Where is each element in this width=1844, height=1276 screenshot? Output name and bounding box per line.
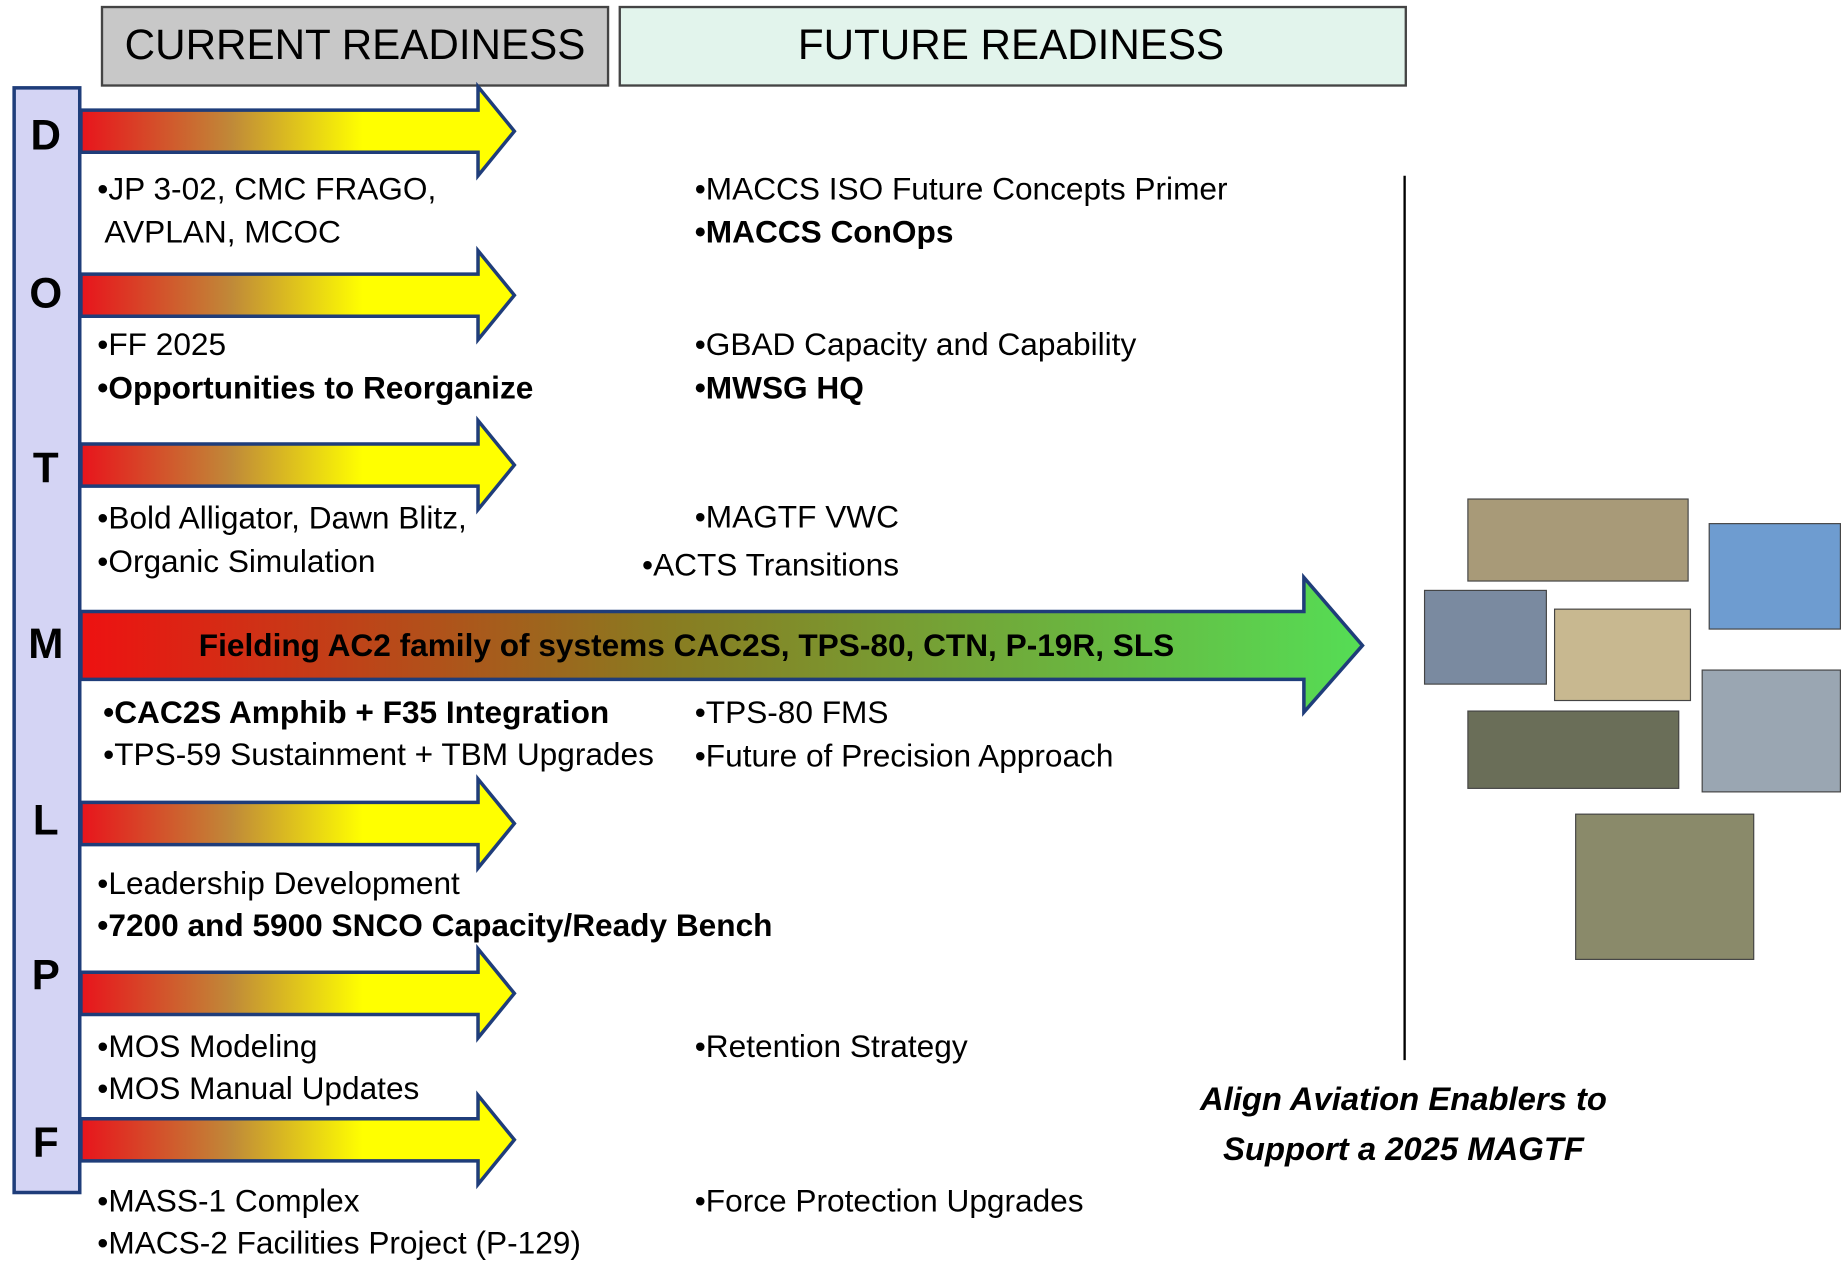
future-item: •MACCS ConOps (695, 214, 954, 250)
current-header: CURRENT READINESS (125, 21, 586, 68)
current-item: •MACS-2 Facilities Project (P-129) (97, 1225, 581, 1261)
dotmlpf-letter: F (33, 1119, 59, 1166)
future-item: •Force Protection Upgrades (695, 1182, 1084, 1218)
dotmlpf-letter: P (32, 951, 60, 998)
current-item: •MOS Manual Updates (97, 1070, 419, 1106)
dotmlpf-letter: M (28, 620, 63, 667)
arrow (81, 421, 514, 510)
current-item: •CAC2S Amphib + F35 Integration (103, 694, 609, 730)
caption: Align Aviation Enablers to (1199, 1080, 1607, 1117)
dotmlpf-letter: D (31, 111, 61, 158)
slide: CURRENT READINESS FUTURE READINESS Align… (0, 0, 1844, 1271)
future-item: •Retention Strategy (695, 1028, 968, 1064)
photo (1425, 590, 1547, 684)
main-arrow-label: Fielding AC2 family of systems CAC2S, TP… (199, 627, 1174, 663)
current-item: •JP 3-02, CMC FRAGO, (97, 170, 436, 206)
photo (1468, 711, 1679, 788)
arrow (81, 949, 514, 1038)
photo (1576, 814, 1754, 959)
photo (1555, 609, 1691, 700)
current-item: •FF 2025 (97, 326, 226, 362)
current-item: •Organic Simulation (97, 543, 375, 579)
dotmlpf-letter: T (33, 444, 59, 491)
arrow (81, 87, 514, 176)
current-item: •Opportunities to Reorganize (97, 369, 533, 405)
current-item: AVPLAN, MCOC (104, 214, 341, 250)
future-item: •TPS-80 FMS (695, 694, 889, 730)
future-item: •MACCS ISO Future Concepts Primer (695, 170, 1228, 206)
current-item: •MOS Modeling (97, 1028, 317, 1064)
future-item: •MAGTF VWC (695, 498, 899, 534)
dotmlpf-letter: L (33, 797, 59, 844)
future-item: •GBAD Capacity and Capability (695, 326, 1137, 362)
current-item: •Bold Alligator, Dawn Blitz, (97, 499, 466, 535)
future-header: FUTURE READINESS (798, 21, 1224, 68)
photo (1702, 670, 1840, 792)
current-item: •MASS-1 Complex (97, 1182, 359, 1218)
photo (1468, 499, 1688, 581)
arrow (81, 779, 514, 868)
future-item: •ACTS Transitions (642, 546, 899, 582)
arrow (81, 1095, 514, 1184)
future-item: •MWSG HQ (695, 369, 864, 405)
current-item: •TPS-59 Sustainment + TBM Upgrades (103, 736, 654, 772)
photo (1709, 524, 1840, 629)
current-item: •Leadership Development (97, 865, 460, 901)
photos (1425, 499, 1841, 959)
current-item: •7200 and 5900 SNCO Capacity/Ready Bench (97, 907, 772, 943)
dotmlpf-letter: O (29, 270, 62, 317)
caption: Support a 2025 MAGTF (1223, 1130, 1585, 1167)
future-item: •Future of Precision Approach (695, 737, 1114, 773)
